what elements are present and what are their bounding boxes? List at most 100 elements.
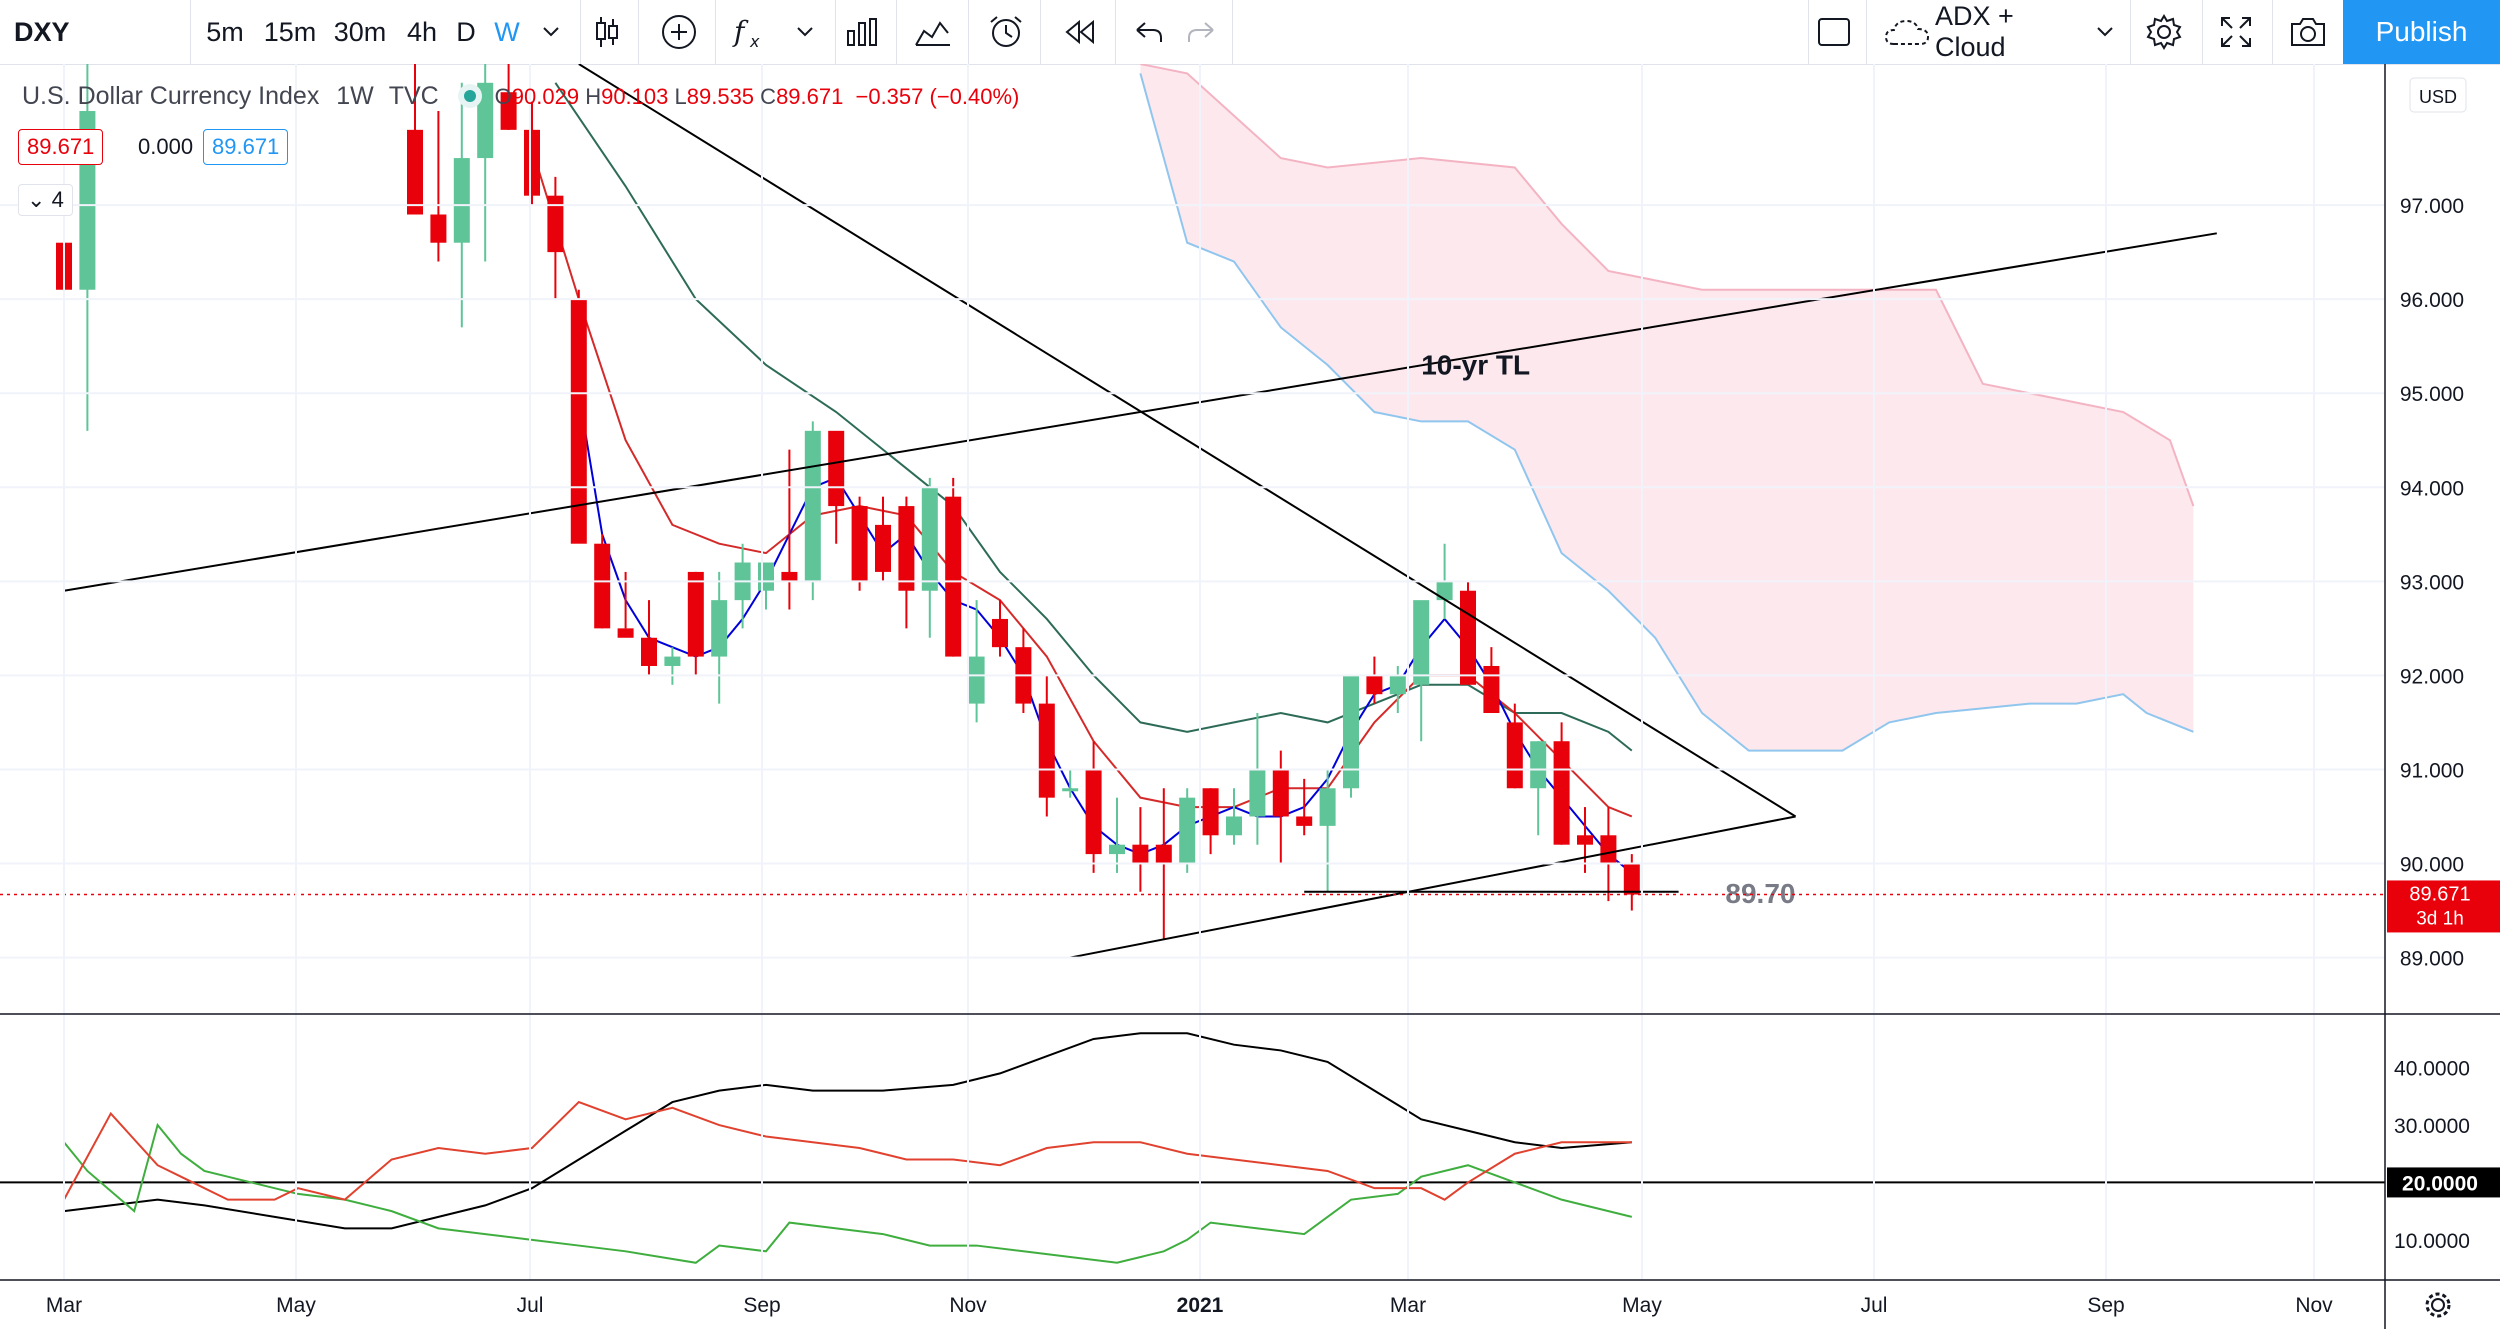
candle [992, 600, 1008, 657]
candle [1296, 778, 1313, 836]
symbol-search-button[interactable]: DXY [14, 16, 70, 47]
y-tick-label: 96.000 [2400, 289, 2464, 312]
settings-icon[interactable] [2140, 0, 2188, 64]
candle-body [1530, 741, 1547, 789]
x-tick-label: Nov [2295, 1294, 2333, 1317]
candle [1249, 713, 1266, 845]
chevron-down-icon: ⌄ [27, 187, 46, 212]
candle-body [758, 562, 774, 591]
candle-body [594, 543, 611, 629]
candle-body [430, 214, 447, 243]
collapse-indicators-button[interactable]: ⌄ 4 [18, 184, 73, 216]
candle-body [687, 571, 704, 657]
candle-body [1155, 844, 1172, 864]
undo-icon[interactable] [1128, 0, 1168, 64]
interval-30m-button[interactable]: 30m [333, 16, 387, 47]
candle [477, 64, 494, 262]
candle [1109, 797, 1125, 873]
divider [2202, 0, 2203, 64]
candle-body [781, 571, 798, 582]
currency-label-box [2409, 77, 2467, 113]
divider [896, 0, 897, 64]
bars-icon[interactable] [842, 0, 884, 64]
candle-body [477, 82, 494, 159]
moving-average-fast-line [577, 393, 1633, 874]
chevron-down-icon[interactable] [536, 0, 566, 64]
divider [1040, 0, 1041, 64]
chart-legend[interactable]: U.S. Dollar Currency Index 1W TVC O90.02… [22, 82, 1019, 111]
x-tick-label: Sep [743, 1294, 780, 1317]
bid-price-box[interactable]: 89.671 [18, 129, 104, 165]
chevron-down-icon[interactable] [790, 0, 820, 64]
fullscreen-icon[interactable] [2214, 0, 2258, 64]
interval-15m-button[interactable]: 15m [263, 16, 317, 47]
candle-body [992, 618, 1008, 648]
y-tick-label: 91.000 [2400, 759, 2464, 782]
candle [1413, 600, 1430, 742]
chart-settings-icon[interactable] [2425, 1292, 2451, 1318]
candle-body [1483, 665, 1500, 714]
candle [1015, 628, 1032, 714]
candle-body [851, 506, 868, 582]
x-tick-label: Nov [949, 1294, 987, 1317]
candle-body [1179, 797, 1196, 864]
candle [758, 562, 774, 610]
redo-icon[interactable] [1182, 0, 1222, 64]
chevron-down-icon[interactable] [2090, 0, 2120, 64]
candle [1483, 647, 1500, 714]
candle [1226, 788, 1242, 845]
price-pane[interactable]: 10-yr TL 89.70 [0, 64, 2385, 959]
camera-icon[interactable] [2284, 0, 2332, 64]
templates-icon[interactable] [912, 0, 954, 64]
candle [734, 543, 751, 629]
ask-price-box[interactable]: 89.671 [203, 129, 289, 165]
candle-body [1389, 675, 1406, 695]
candle-body [500, 92, 517, 130]
open-value: 90.029 [511, 84, 580, 109]
rect-icon[interactable] [1816, 0, 1852, 64]
candle [500, 64, 517, 130]
interval-w-button[interactable]: W [494, 16, 520, 47]
interval-4h-button[interactable]: 4h [406, 16, 438, 47]
y-tick-label: 89.000 [2400, 948, 2464, 971]
low-label: L [674, 84, 687, 109]
candle [945, 477, 962, 657]
replay-icon[interactable] [1058, 0, 1102, 64]
candle [1600, 807, 1617, 902]
y-tick-label: 94.000 [2400, 477, 2464, 500]
candle-body [1038, 703, 1055, 798]
adx-line [63, 1032, 1632, 1230]
interval-5m-button[interactable]: 5m [206, 16, 244, 47]
divider [2130, 0, 2131, 64]
publish-button[interactable]: Publish [2343, 0, 2500, 64]
candle-body [1272, 769, 1289, 817]
candle-body [804, 430, 821, 582]
add-icon[interactable] [654, 0, 704, 64]
candle [1343, 675, 1359, 798]
divider [1115, 0, 1116, 64]
candle-body [641, 637, 657, 666]
candle [781, 449, 798, 610]
x-tick-label: Jul [517, 1294, 544, 1317]
candle-body [1553, 741, 1570, 845]
adx-y-tick-label: 40.0000 [2394, 1058, 2470, 1081]
chart-canvas[interactable]: 10-yr TL 89.70 Mar May Jul Sep Nov 2021 Mar May J… [0, 64, 2500, 1329]
alert-icon[interactable] [984, 0, 1028, 64]
candle-body [524, 129, 540, 196]
open-label: O [494, 84, 512, 109]
indicator-template-dropdown[interactable]: ADX + Cloud [1935, 1, 2014, 62]
di-plus-line [63, 1122, 1633, 1264]
candle-body [921, 487, 938, 591]
candles-icon[interactable] [590, 0, 624, 64]
candle [1506, 703, 1523, 789]
candle [570, 289, 587, 544]
adx-pane[interactable] [0, 1032, 2385, 1264]
trendline-annotation: 10-yr TL [1421, 349, 1530, 380]
candle [1062, 769, 1079, 798]
candle [430, 111, 447, 262]
y-tick-label: 92.000 [2400, 665, 2464, 688]
close-value: 89.671 [776, 84, 844, 109]
interval-d-button[interactable]: D [456, 16, 476, 47]
